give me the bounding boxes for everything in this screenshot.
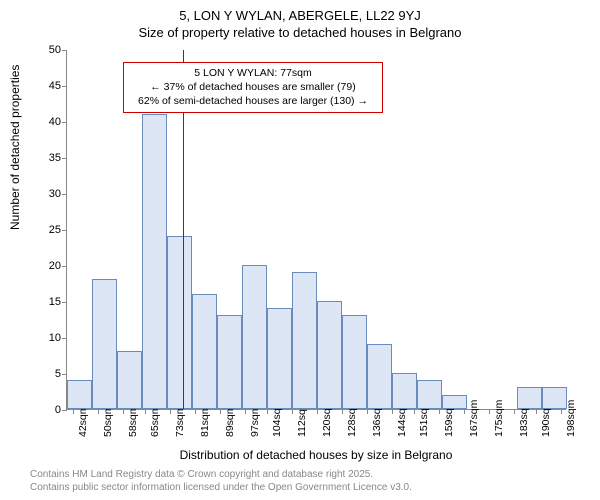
y-tick-mark <box>62 50 67 51</box>
y-tick-label: 25 <box>35 224 61 236</box>
x-tick-mark <box>220 409 221 414</box>
x-tick-mark <box>536 409 537 414</box>
histogram-bar <box>542 387 567 409</box>
footer-line1: Contains HM Land Registry data © Crown c… <box>30 469 412 482</box>
x-tick-mark <box>439 409 440 414</box>
histogram-bar <box>342 315 367 409</box>
x-tick-mark <box>145 409 146 414</box>
histogram-bar <box>217 315 242 409</box>
chart-container: 5, LON Y WYLAN, ABERGELE, LL22 9YJ Size … <box>0 0 600 500</box>
x-tick-label: 50sqm <box>102 405 114 437</box>
x-tick-mark <box>267 409 268 414</box>
y-tick-mark <box>62 158 67 159</box>
x-tick-mark <box>342 409 343 414</box>
x-tick-label: 42sqm <box>77 405 89 437</box>
title-address: 5, LON Y WYLAN, ABERGELE, LL22 9YJ <box>0 8 600 23</box>
histogram-bar <box>67 380 92 409</box>
x-tick-mark <box>514 409 515 414</box>
y-tick-label: 15 <box>35 296 61 308</box>
histogram-bar <box>117 351 142 409</box>
x-tick-mark <box>317 409 318 414</box>
histogram-bar <box>242 265 267 409</box>
y-tick-label: 0 <box>35 404 61 416</box>
y-tick-label: 5 <box>35 368 61 380</box>
histogram-bar <box>192 294 217 409</box>
y-tick-label: 10 <box>35 332 61 344</box>
x-tick-mark <box>170 409 171 414</box>
x-tick-mark <box>392 409 393 414</box>
x-tick-label: 65sqm <box>149 405 161 437</box>
x-tick-mark <box>489 409 490 414</box>
y-tick-label: 20 <box>35 260 61 272</box>
histogram-bar <box>167 236 192 409</box>
y-axis-label: Number of detached properties <box>8 65 22 230</box>
title-subtitle: Size of property relative to detached ho… <box>0 25 600 40</box>
x-tick-mark <box>464 409 465 414</box>
x-tick-mark <box>73 409 74 414</box>
histogram-bar <box>392 373 417 409</box>
y-tick-mark <box>62 338 67 339</box>
x-tick-label: 73sqm <box>174 405 186 437</box>
y-tick-mark <box>62 374 67 375</box>
y-tick-mark <box>62 410 67 411</box>
x-axis-label: Distribution of detached houses by size … <box>66 448 566 462</box>
histogram-bar <box>442 395 467 409</box>
chart-title: 5, LON Y WYLAN, ABERGELE, LL22 9YJ Size … <box>0 8 600 40</box>
annotation-box: 5 LON Y WYLAN: 77sqm← 37% of detached ho… <box>123 62 383 113</box>
x-tick-label: 58sqm <box>127 405 139 437</box>
y-tick-label: 30 <box>35 188 61 200</box>
x-tick-mark <box>414 409 415 414</box>
y-tick-mark <box>62 266 67 267</box>
y-tick-mark <box>62 302 67 303</box>
annotation-line3: 62% of semi-detached houses are larger (… <box>130 94 376 108</box>
x-tick-mark <box>292 409 293 414</box>
x-tick-label: 97sqm <box>249 405 261 437</box>
histogram-bar <box>292 272 317 409</box>
histogram-bar <box>417 380 442 409</box>
annotation-line2: ← 37% of detached houses are smaller (79… <box>130 80 376 94</box>
x-tick-mark <box>195 409 196 414</box>
footer-line2: Contains public sector information licen… <box>30 482 412 495</box>
annotation-line1: 5 LON Y WYLAN: 77sqm <box>130 66 376 80</box>
y-tick-mark <box>62 230 67 231</box>
histogram-bar <box>142 114 167 409</box>
y-tick-mark <box>62 86 67 87</box>
histogram-bar <box>517 387 542 409</box>
x-tick-mark <box>123 409 124 414</box>
y-tick-mark <box>62 122 67 123</box>
y-tick-label: 35 <box>35 152 61 164</box>
footer-attribution: Contains HM Land Registry data © Crown c… <box>30 469 412 494</box>
y-tick-label: 40 <box>35 116 61 128</box>
y-tick-label: 50 <box>35 44 61 56</box>
y-tick-mark <box>62 194 67 195</box>
x-tick-label: 167sqm <box>468 400 480 437</box>
x-tick-mark <box>245 409 246 414</box>
plot-area: 0510152025303540455042sqm50sqm58sqm65sqm… <box>66 50 566 410</box>
histogram-bar <box>92 279 117 409</box>
x-tick-label: 81sqm <box>199 405 211 437</box>
x-tick-label: 89sqm <box>224 405 236 437</box>
histogram-bar <box>267 308 292 409</box>
y-tick-label: 45 <box>35 80 61 92</box>
x-tick-label: 175sqm <box>493 400 505 437</box>
x-tick-mark <box>367 409 368 414</box>
x-tick-mark <box>561 409 562 414</box>
histogram-bar <box>317 301 342 409</box>
x-tick-mark <box>98 409 99 414</box>
histogram-bar <box>367 344 392 409</box>
